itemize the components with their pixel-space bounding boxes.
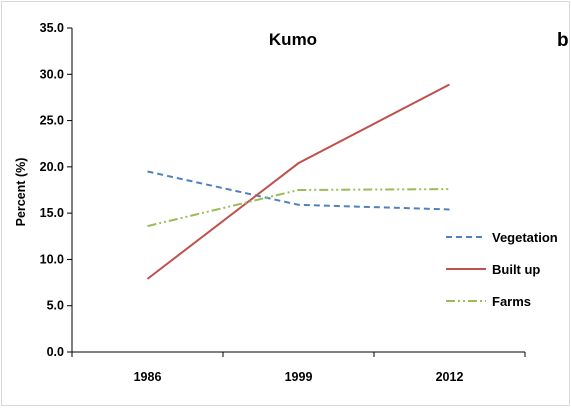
y-tick-label: 0.0 <box>47 345 64 359</box>
series-line-farms <box>147 188 450 228</box>
series-line-vegetation <box>147 170 450 211</box>
y-tick-label: 35.0 <box>40 21 64 35</box>
y-tick-label: 20.0 <box>40 160 64 174</box>
y-axis-label: Percent (%) <box>14 158 28 227</box>
y-tick-label: 25.0 <box>40 114 64 128</box>
x-tick-label: 2012 <box>436 370 464 384</box>
series-layer <box>146 83 450 280</box>
line-chart: Kumo b Percent (%) 0.0 5.0 10.0 15.0 20.0 25.… <box>14 21 569 384</box>
y-tick-label: 10.0 <box>40 252 64 266</box>
x-tick-label: 1999 <box>285 370 313 384</box>
legend-label: Farms <box>492 294 531 309</box>
chart-title: Kumo <box>269 30 317 49</box>
legend: Vegetation Built up Farms <box>446 230 558 309</box>
series-line-built-up <box>146 83 450 280</box>
axes: 0.0 5.0 10.0 15.0 20.0 25.0 30.0 35.0 1986 1999 20… <box>40 21 526 384</box>
y-tick-label: 5.0 <box>47 299 64 313</box>
legend-label: Vegetation <box>492 230 558 245</box>
y-tick-label: 30.0 <box>40 67 64 81</box>
y-tick-label: 15.0 <box>40 206 64 220</box>
legend-label: Built up <box>492 262 540 277</box>
panel-label: b <box>557 30 569 51</box>
x-tick-label: 1986 <box>134 370 162 384</box>
